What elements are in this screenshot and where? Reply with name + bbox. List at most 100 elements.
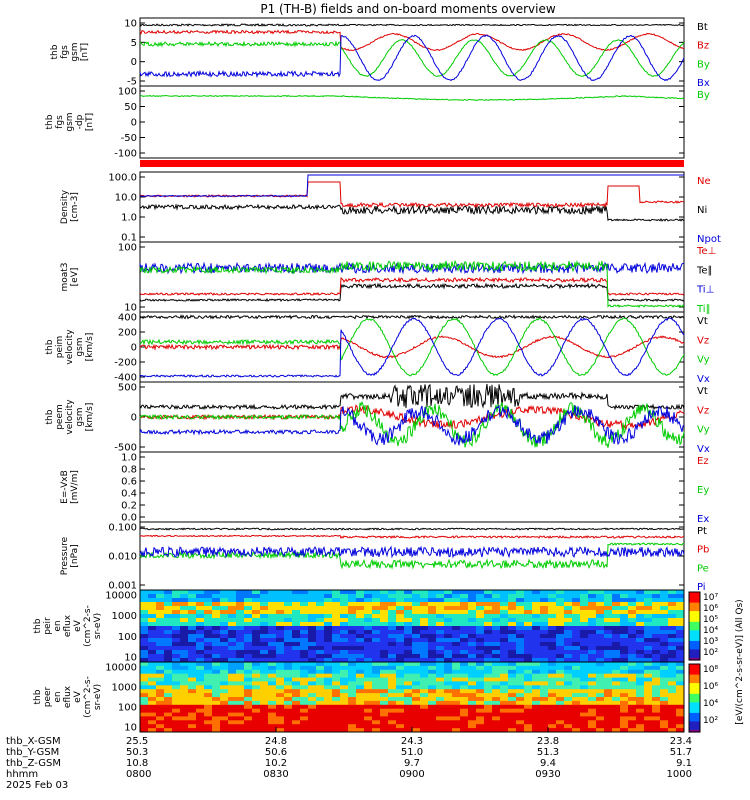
spectro-cell [252,634,261,639]
legend-Vy: Vy [697,355,710,366]
spectro-cell [252,724,261,729]
x-tick-label: 23.4 [670,736,692,747]
spectro-cell [548,598,557,603]
spectro-cell [284,673,293,679]
spectro-cell [628,716,637,721]
spectro-cell [500,712,509,717]
spectro-cell [596,642,605,647]
spectro-cell [180,669,189,675]
spectro-cell [364,673,373,679]
spectro-cell [324,594,333,599]
spectro-cell [588,658,597,663]
spectro-cell [188,700,197,706]
spectro-cell [332,638,341,643]
spectro-cell [676,724,685,729]
y-tick-label: 0 [131,343,137,354]
spectro-cell [244,712,253,717]
spectro-cell [540,618,549,623]
spectro-cell [420,634,429,639]
spectro-cell [516,724,525,729]
spectro-cell [140,662,149,667]
spectro-cell [212,658,221,663]
spectro-cell [260,673,269,679]
spectro-cell [308,712,317,717]
spectro-cell [236,650,245,655]
colorbar-tick: 10⁴ [703,626,718,636]
spectro-cell [652,689,661,694]
spectro-cell [260,712,269,717]
spectro-cell [548,697,557,702]
spectro-cell [676,665,685,671]
spectro-cell [188,673,197,679]
spectro-cell [660,693,669,698]
spectro-cell [540,712,549,717]
spectro-cell [372,598,381,603]
spectro-cell [204,590,213,595]
spectro-cell [516,626,525,631]
spectro-cell [332,642,341,647]
spectro-cell [172,681,181,686]
spectro-cell [540,658,549,663]
spectro-cell [476,606,485,611]
colorbar-cell [689,632,700,636]
spectro-cell [580,590,589,595]
series-Vy [139,317,685,377]
spectro-cell [636,646,645,651]
spectro-cell [604,728,613,733]
spectro-cell [332,724,341,729]
spectro-cell [364,602,373,607]
spectro-cell [508,622,517,627]
spectro-cell [476,598,485,603]
spectro-cell [276,724,285,729]
spectro-cell [212,638,221,643]
spectro-cell [356,638,365,643]
spectro-cell [236,685,245,690]
spectro-cell [460,638,469,643]
spectro-cell [380,594,389,599]
spectro-cell [460,697,469,702]
spectro-cell [548,704,557,710]
spectro-cell [572,716,581,721]
spectro-cell [204,594,213,599]
spectro-cell [628,610,637,615]
spectro-cell [660,626,669,631]
spectro-cell [620,669,629,675]
spectro-cell [540,610,549,615]
colorbar-cell [689,729,700,733]
spectro-cell [340,665,349,671]
spectro-cell [388,712,397,717]
spectro-cell [500,673,509,679]
spectro-cell [212,618,221,623]
colorbar-cell [689,609,700,612]
spectro-cell [460,642,469,647]
spectro-cell [204,622,213,627]
spectro-cell [524,658,533,663]
spectro-cell [300,681,309,686]
spectro-cell [308,618,317,623]
spectro-cell [532,650,541,655]
colorbar-cell [689,653,700,657]
spectro-cell [596,638,605,643]
spectro-cell [260,677,269,682]
spectro-cell [180,700,189,706]
spectro-cell [500,669,509,675]
spectro-cell [492,700,501,706]
spectro-cell [572,614,581,619]
spectro-cell [268,626,277,631]
spectro-cell [172,708,181,714]
spectro-cell [396,594,405,599]
spectro-cell [196,700,205,706]
spectro-cell [300,606,309,611]
spectro-cell [380,618,389,623]
spectro-cell [644,618,653,623]
spectro-cell [228,697,237,702]
spectro-cell [532,669,541,675]
series-group [139,174,685,222]
spectro-cell [180,681,189,686]
spectro-cell [596,704,605,710]
spectro-cell [500,626,509,631]
spectro-cell [476,720,485,725]
spectro-cell [300,638,309,643]
spectro-cell [316,602,325,607]
